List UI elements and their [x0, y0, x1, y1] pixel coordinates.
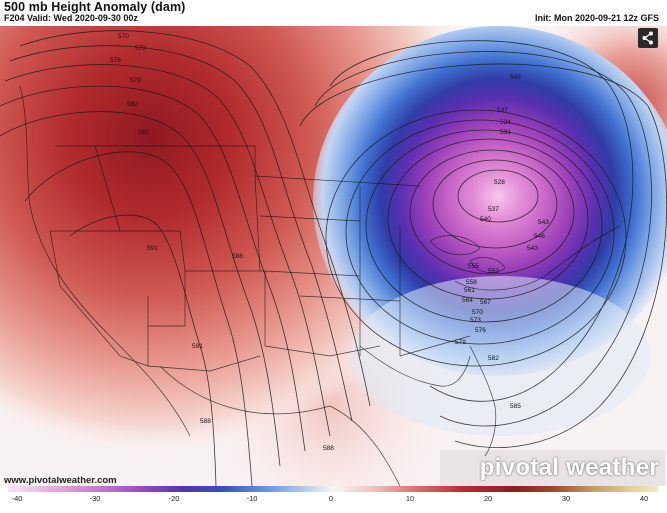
brand-logo-text: pivotal weather: [479, 454, 659, 481]
colorbar-gradient: [8, 486, 658, 492]
colorbar-tick: -40: [12, 494, 23, 503]
contour-label: 579: [455, 339, 466, 346]
contour-label: 552: [488, 268, 499, 275]
atlantic-blue-shade: [350, 276, 650, 436]
colorbar-tick: 30: [562, 494, 570, 503]
contour-label-group: 570 573 576 579 582 585 588 591 591 588 …: [110, 33, 549, 452]
colorbar-tick-labels: -40 -30 -20 -10 0 10 20 30 40: [12, 494, 649, 503]
political-boundaries: [19, 85, 621, 486]
contour-label: 567: [480, 299, 491, 306]
contour-label: 531: [500, 129, 511, 136]
contour-label: 528: [494, 179, 505, 186]
colorbar: -40 -30 -20 -10 0 10 20 30 40: [0, 486, 667, 508]
contour-label: 576: [475, 327, 486, 334]
contour-label: 573: [470, 317, 481, 324]
great-lakes: [429, 235, 506, 274]
contour-label: 558: [466, 279, 477, 286]
contour-label: 543: [527, 245, 538, 252]
brand-shadow: [440, 450, 665, 486]
contour-label: 546: [534, 233, 545, 240]
anomaly-map[interactable]: 570 573 576 579 582 585 588 591 591 588 …: [0, 26, 667, 486]
colorbar-tick: 0: [329, 494, 333, 503]
colorbar-tick: -10: [247, 494, 258, 503]
contour-label: 543: [538, 219, 549, 226]
contour-label: 573: [135, 45, 146, 52]
contour-label: 591: [147, 245, 158, 252]
colorbar-tick: 20: [484, 494, 492, 503]
colorbar-tick: -30: [90, 494, 101, 503]
contour-label: 564: [462, 297, 473, 304]
contour-label: 576: [110, 57, 121, 64]
contour-label: 582: [488, 355, 499, 362]
contour-label: 561: [464, 287, 475, 294]
contour-label: 579: [130, 77, 141, 84]
contour-label: 585: [138, 129, 149, 136]
contour-label: 537: [488, 206, 499, 213]
contour-label: 570: [472, 309, 483, 316]
contour-label: 570: [118, 33, 129, 40]
contour-label: 582: [127, 101, 138, 108]
height-contours: [0, 30, 667, 486]
contour-label: 585: [510, 403, 521, 410]
contour-label: 540: [480, 216, 491, 223]
colorbar-tick: -20: [169, 494, 180, 503]
valid-time: F204 Valid: Wed 2020-09-30 00z: [4, 13, 138, 23]
colorbar-tick: 40: [640, 494, 648, 503]
contour-label: 534: [500, 119, 511, 126]
share-icon: [642, 31, 653, 45]
map-title: 500 mb Height Anomaly (dam): [4, 0, 186, 14]
contour-label: 543: [510, 74, 521, 81]
colorbar-tick: 10: [406, 494, 414, 503]
contour-label: 555: [468, 263, 479, 270]
share-button[interactable]: [638, 28, 658, 48]
contour-label: 588: [200, 418, 211, 425]
contour-label: 537: [497, 107, 508, 114]
contour-label: 588: [323, 445, 334, 452]
init-time: Init: Mon 2020-09-21 12z GFS: [534, 13, 659, 23]
map-header: 500 mb Height Anomaly (dam) F204 Valid: …: [0, 0, 667, 26]
site-url[interactable]: www.pivotalweather.com: [4, 475, 117, 486]
contour-label: 591: [192, 343, 203, 350]
contour-label: 588: [232, 253, 243, 260]
